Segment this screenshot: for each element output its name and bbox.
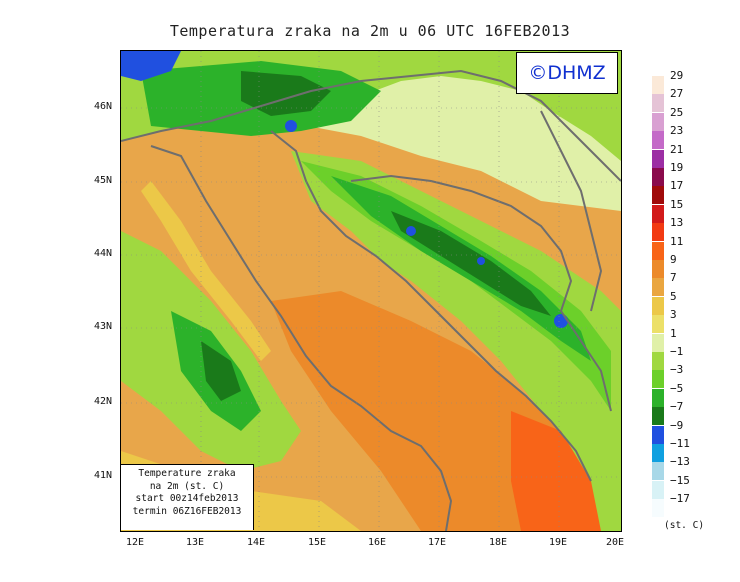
legend-swatch bbox=[652, 149, 664, 168]
dhmz-logo: ©DHMZ bbox=[516, 52, 618, 94]
lon-label-15e: 15E bbox=[308, 537, 327, 548]
info-line-1: Temperature zraka bbox=[138, 468, 236, 479]
legend-label: −7 bbox=[670, 400, 684, 414]
info-line-4: termin 06Z16FEB2013 bbox=[132, 505, 242, 517]
temperature-map bbox=[120, 50, 622, 532]
legend-label: −13 bbox=[670, 455, 690, 469]
field-darkgreen-balkan bbox=[391, 211, 551, 316]
info-box: Temperature zraka na 2m (st. C) start 00… bbox=[121, 464, 254, 530]
legend-swatch bbox=[652, 223, 664, 242]
chart-title: Temperatura zraka na 2m u 06 UTC 16FEB20… bbox=[169, 22, 571, 40]
legend-swatch bbox=[652, 168, 664, 186]
legend-swatch bbox=[652, 425, 664, 444]
legend-swatch bbox=[652, 76, 664, 94]
coastline-croatia bbox=[270, 130, 592, 482]
border-bosnia bbox=[350, 174, 612, 412]
legend-label: 9 bbox=[670, 253, 677, 266]
lon-label-16e: 16E bbox=[368, 537, 387, 548]
legend-label: 15 bbox=[670, 197, 684, 211]
legend-swatch bbox=[652, 260, 664, 278]
info-line-2: na 2m (st. C) bbox=[149, 480, 225, 492]
lat-label-41n: 41N bbox=[94, 470, 113, 481]
legend-swatch bbox=[652, 407, 664, 426]
legend-label: −3 bbox=[670, 363, 684, 377]
lon-label-13e: 13E bbox=[186, 537, 205, 548]
legend-label: 7 bbox=[670, 271, 677, 285]
legend-swatch bbox=[652, 204, 664, 223]
legend-label: 3 bbox=[670, 308, 677, 322]
legend-label: −5 bbox=[670, 381, 684, 395]
legend-label: 1 bbox=[670, 326, 677, 340]
legend-swatch bbox=[652, 444, 664, 462]
map-canvas bbox=[121, 51, 621, 531]
legend-label: 19 bbox=[670, 161, 684, 174]
legend-label: −9 bbox=[670, 418, 684, 432]
legend-label: −17 bbox=[670, 492, 690, 506]
lon-label-18e: 18E bbox=[489, 537, 508, 548]
legend-label: 21 bbox=[670, 142, 684, 156]
grid-lines bbox=[121, 51, 621, 531]
legend-label: −1 bbox=[670, 345, 684, 358]
lat-label-46n: 46N bbox=[94, 101, 113, 112]
field-lightgreen-balkan bbox=[291, 151, 621, 531]
lon-label-12e: 12E bbox=[126, 537, 145, 548]
lon-label-14e: 14E bbox=[247, 537, 266, 548]
legend-label: −11 bbox=[670, 437, 690, 450]
field-yellow-coast bbox=[141, 181, 271, 361]
field-green-balkan bbox=[301, 161, 611, 411]
legend-label: 27 bbox=[670, 87, 684, 101]
coastline-italy bbox=[150, 145, 453, 531]
cold-spot-northwest bbox=[121, 51, 181, 81]
legend-swatch bbox=[652, 315, 664, 334]
legend-label: −15 bbox=[670, 473, 690, 487]
legend-swatch bbox=[652, 94, 664, 113]
lon-label-17e: 17E bbox=[428, 537, 447, 548]
legend-label: 29 bbox=[670, 69, 684, 82]
field-sea-deeporange bbox=[511, 411, 601, 531]
legend-swatch bbox=[652, 352, 664, 370]
border-north bbox=[121, 69, 621, 182]
legend-swatch bbox=[652, 333, 664, 352]
cold-spot bbox=[406, 226, 416, 236]
legend-swatch bbox=[652, 499, 664, 518]
legend-label: 13 bbox=[670, 216, 684, 230]
cold-spot bbox=[285, 120, 297, 132]
lat-label-44n: 44N bbox=[94, 248, 113, 259]
legend-swatch bbox=[652, 480, 664, 499]
field-darkgreen-italy bbox=[201, 341, 241, 401]
legend-label: 17 bbox=[670, 179, 684, 193]
legend-swatch bbox=[652, 296, 664, 315]
legend-swatch bbox=[652, 241, 664, 260]
lat-label-45n: 45N bbox=[94, 175, 113, 186]
legend-swatch bbox=[652, 112, 664, 131]
legend-label: 25 bbox=[670, 105, 684, 119]
legend-swatch bbox=[652, 388, 664, 407]
lon-label-19e: 19E bbox=[549, 537, 568, 548]
legend-unit: (st. C) bbox=[664, 520, 705, 531]
legend-label: 23 bbox=[670, 124, 684, 138]
lon-label-20e: 20E bbox=[606, 537, 625, 548]
legend-label: 5 bbox=[670, 289, 677, 303]
cold-spot bbox=[554, 314, 568, 328]
legend-label: 11 bbox=[670, 234, 684, 248]
legend-swatch bbox=[652, 186, 664, 205]
info-line-3: start 00z14feb2013 bbox=[135, 493, 239, 504]
cold-spot bbox=[477, 257, 485, 265]
lat-label-43n: 43N bbox=[94, 321, 113, 332]
legend-swatch bbox=[652, 462, 664, 481]
legend-swatch bbox=[652, 131, 664, 150]
legend-swatch bbox=[652, 278, 664, 297]
border-east bbox=[540, 110, 603, 312]
legend-swatch bbox=[652, 370, 664, 389]
lat-label-42n: 42N bbox=[94, 396, 113, 407]
